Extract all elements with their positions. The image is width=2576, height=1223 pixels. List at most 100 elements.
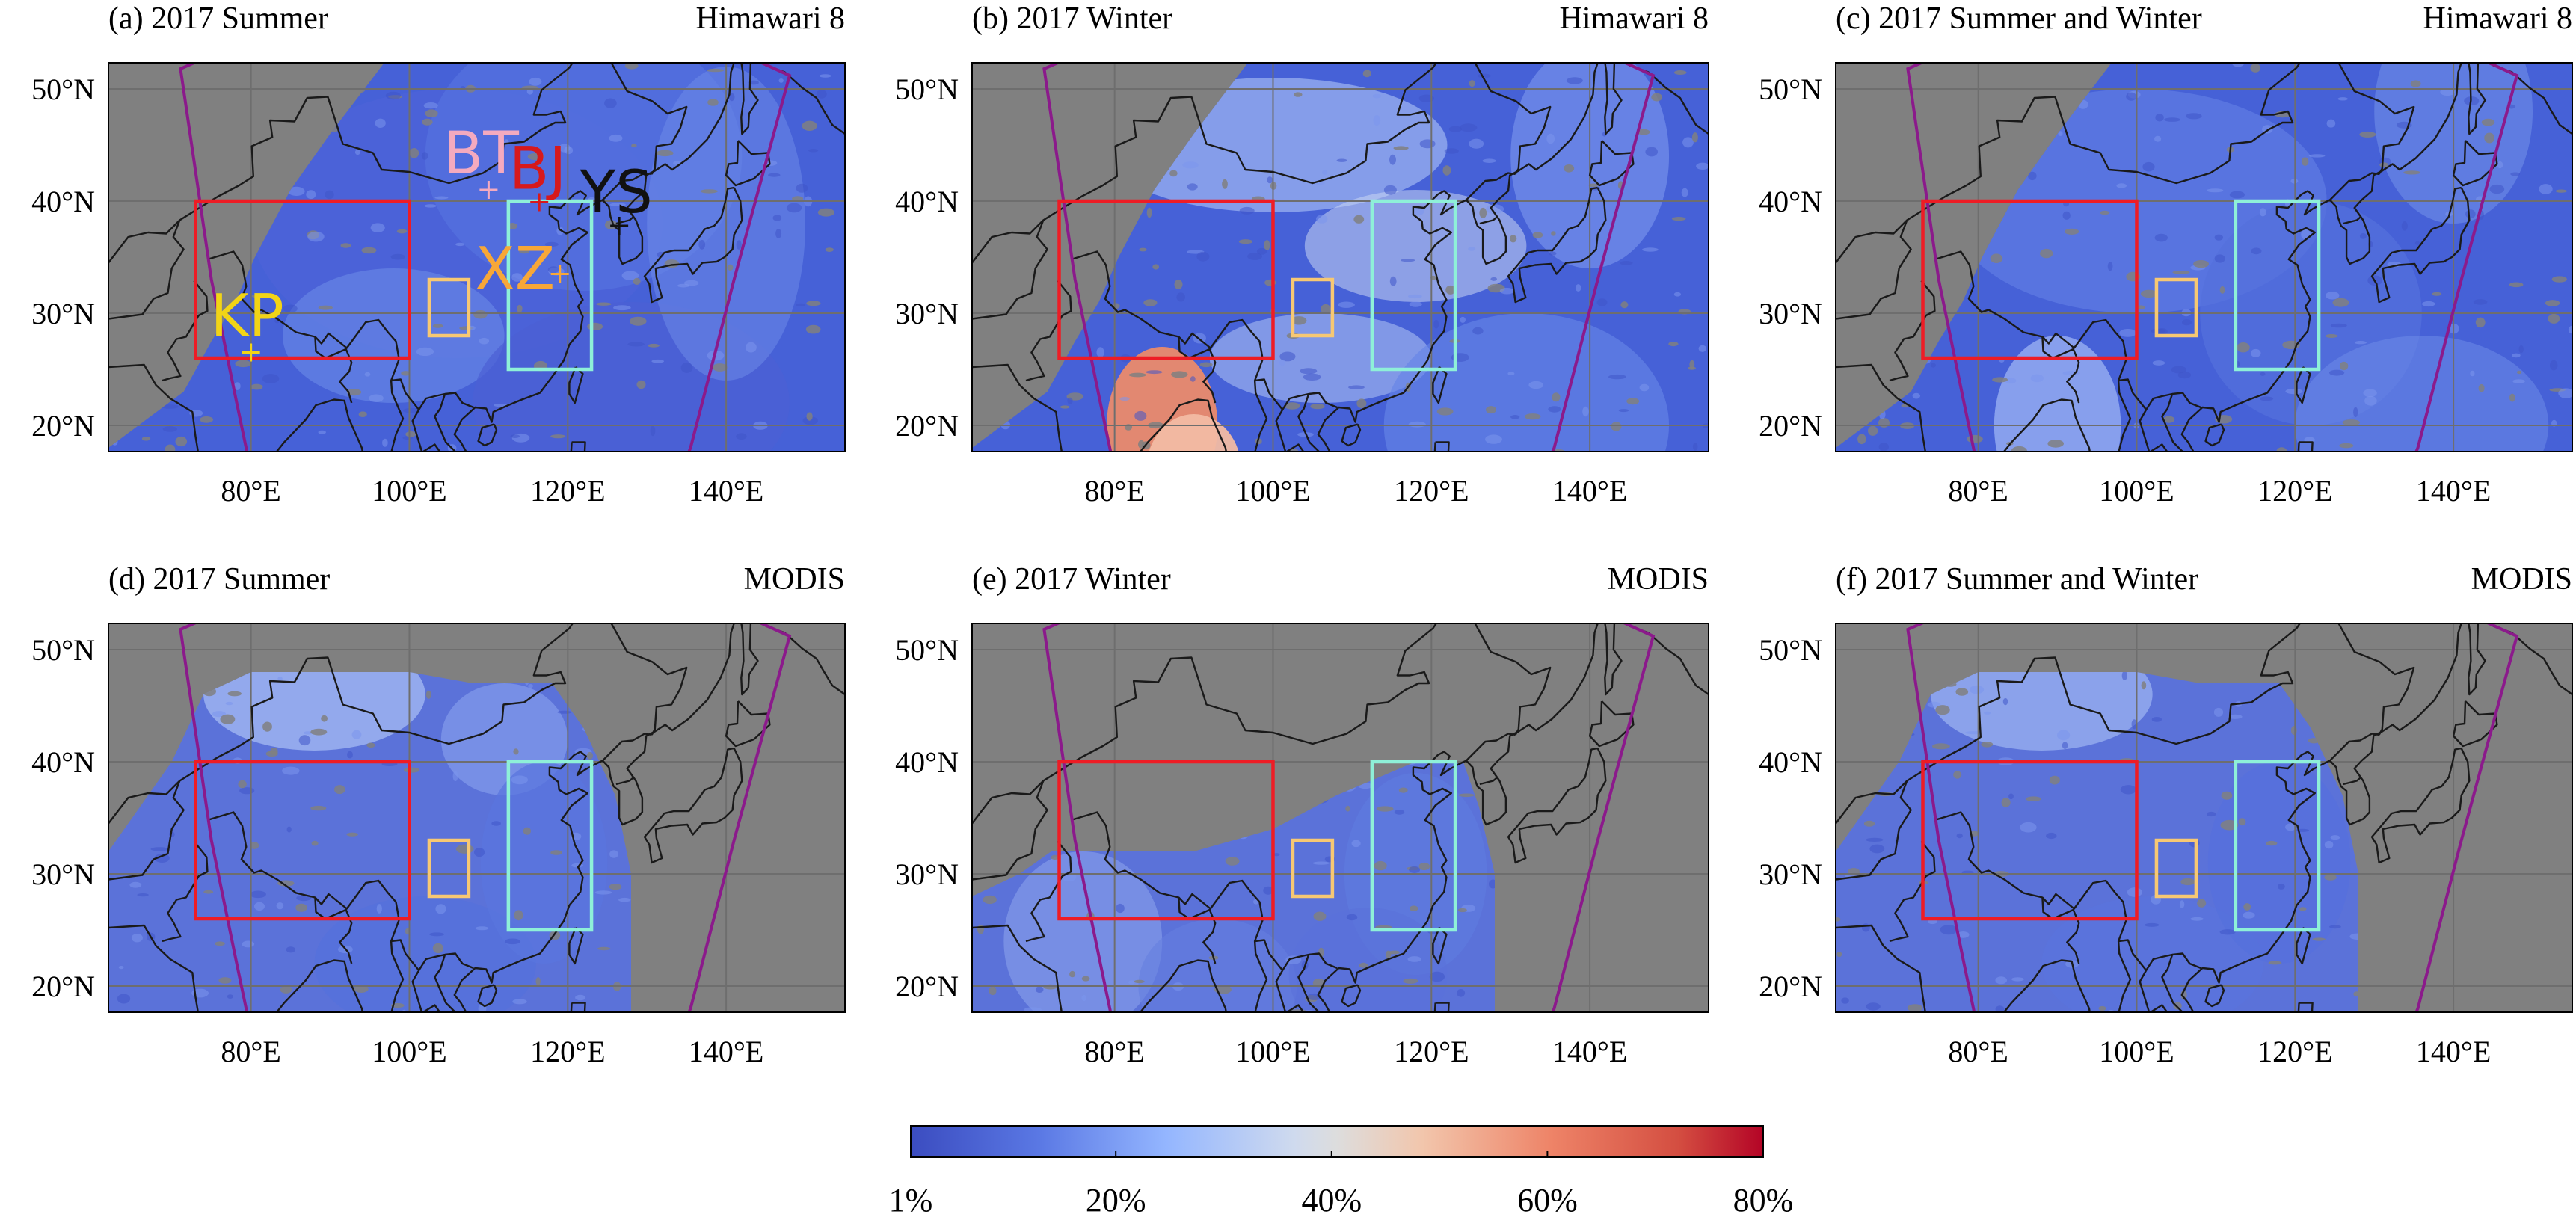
map-panel: (f) 2017 Summer and Winter MODIS 20°N 30°N 4… (1759, 562, 2573, 1068)
map-panel: (e) 2017 Winter MODIS 20°N 30°N 40°N 50°N 80°E… (895, 562, 1709, 1068)
graticule (1836, 623, 2572, 1012)
site-marker: KP (211, 283, 284, 362)
map-frame (108, 623, 846, 1013)
map-frame (108, 62, 846, 452)
lat-tick-label: 20°N (1759, 970, 1822, 1003)
colorbar: 1% 20% 40% 60% 80% (889, 1125, 1794, 1219)
panel-satellite: Himawari 8 (2423, 1, 2572, 36)
region-box (2154, 277, 2198, 338)
lon-tick-label: 100°E (2099, 474, 2174, 508)
lat-tick-label: 50°N (31, 73, 95, 106)
model-domain (179, 623, 792, 1012)
region-box (2234, 760, 2321, 932)
region-box (194, 760, 411, 921)
site-marker: XZ (475, 236, 569, 304)
lat-tick-label: 50°N (895, 73, 959, 106)
site-marker: YS (580, 159, 653, 235)
region-box (2234, 199, 2321, 372)
model-domain (1042, 63, 1656, 452)
lat-tick-label: 30°N (1759, 857, 1822, 891)
lat-tick-label: 40°N (1759, 745, 1822, 779)
coastline (108, 623, 845, 1012)
lon-tick-label: 140°E (2416, 1035, 2491, 1068)
site-marker: BJ (509, 136, 567, 212)
lon-tick-label: 80°E (1084, 474, 1144, 508)
graticule (1836, 63, 2572, 452)
panel-title: (d) 2017 Summer (108, 562, 330, 597)
colorbar-tick-label: 1% (889, 1182, 933, 1219)
lon-tick-label: 80°E (221, 474, 280, 508)
panel-title: (b) 2017 Winter (972, 1, 1172, 36)
lat-tick-label: 50°N (895, 633, 959, 667)
lon-tick-label: 100°E (372, 1035, 446, 1068)
graticule (972, 63, 1709, 452)
lon-tick-label: 80°E (1948, 474, 2008, 508)
map-panel: (d) 2017 Summer MODIS 20°N 30°N 40°N 50°N 80°E… (31, 562, 846, 1068)
site-label: KP (211, 283, 284, 351)
region-box (1921, 199, 2139, 360)
lat-tick-label: 20°N (895, 970, 959, 1003)
panel-title: (c) 2017 Summer and Winter (1836, 1, 2202, 36)
colorbar-tick-label: 40% (1301, 1182, 1362, 1219)
lat-tick-label: 20°N (31, 970, 95, 1003)
lon-tick-label: 140°E (689, 1035, 763, 1068)
panel-title: (e) 2017 Winter (972, 562, 1171, 597)
region-box (1370, 199, 1457, 372)
region-box (1370, 760, 1457, 932)
site-label: XZ (475, 236, 555, 304)
colorbar-tick-label: 60% (1517, 1182, 1578, 1219)
lat-tick-label: 20°N (1759, 409, 1822, 443)
colorbar-gradient (910, 1125, 1764, 1158)
region-box (427, 838, 471, 899)
map-frame (1835, 62, 2573, 452)
coastline (1836, 623, 2572, 1012)
colorbar-tick-label: 20% (1086, 1182, 1146, 1219)
lon-tick-label: 120°E (530, 474, 605, 508)
lat-tick-label: 40°N (31, 185, 95, 218)
site-marker: BT (443, 120, 519, 199)
panel-satellite: Himawari 8 (1560, 1, 1709, 36)
lat-tick-label: 50°N (1759, 633, 1822, 667)
panel-satellite: Himawari 8 (696, 1, 845, 36)
site-label: BJ (509, 136, 567, 203)
lon-tick-label: 140°E (1552, 474, 1627, 508)
region-box (506, 760, 594, 932)
lon-tick-label: 80°E (1948, 1035, 2008, 1068)
lat-tick-label: 30°N (895, 297, 959, 330)
lon-tick-label: 100°E (1235, 474, 1310, 508)
lat-tick-label: 40°N (895, 745, 959, 779)
panel-satellite: MODIS (744, 562, 845, 597)
map-frame (971, 62, 1709, 452)
lat-tick-label: 20°N (31, 409, 95, 443)
model-domain (179, 63, 792, 452)
map-frame (1835, 623, 2573, 1013)
region-box (506, 199, 594, 372)
coastline (1836, 63, 2572, 452)
panel-title: (a) 2017 Summer (108, 1, 328, 36)
panel-title: (f) 2017 Summer and Winter (1836, 562, 2198, 597)
region-box (2154, 838, 2198, 899)
coverage-field (1836, 672, 2358, 1012)
panel-satellite: MODIS (1608, 562, 1709, 597)
region-box (1921, 760, 2139, 921)
lon-tick-label: 120°E (2257, 1035, 2332, 1068)
region-box (1291, 838, 1335, 899)
coastline (108, 63, 845, 452)
lat-tick-label: 40°N (1759, 185, 1822, 218)
lat-tick-label: 30°N (31, 857, 95, 891)
lon-tick-label: 100°E (2099, 1035, 2174, 1068)
colorbar-tick-label: 80% (1733, 1182, 1794, 1219)
lon-tick-label: 140°E (689, 474, 763, 508)
region-box (1057, 760, 1275, 921)
lon-tick-label: 120°E (1394, 1035, 1469, 1068)
region-box (194, 199, 411, 360)
graticule (108, 623, 845, 1012)
panel-satellite: MODIS (2471, 562, 2572, 597)
lon-tick-label: 80°E (1084, 1035, 1144, 1068)
lat-tick-label: 40°N (895, 185, 959, 218)
site-label: YS (580, 159, 653, 227)
lat-tick-label: 30°N (31, 297, 95, 330)
model-domain (1042, 623, 1656, 1012)
lon-tick-label: 120°E (530, 1035, 605, 1068)
